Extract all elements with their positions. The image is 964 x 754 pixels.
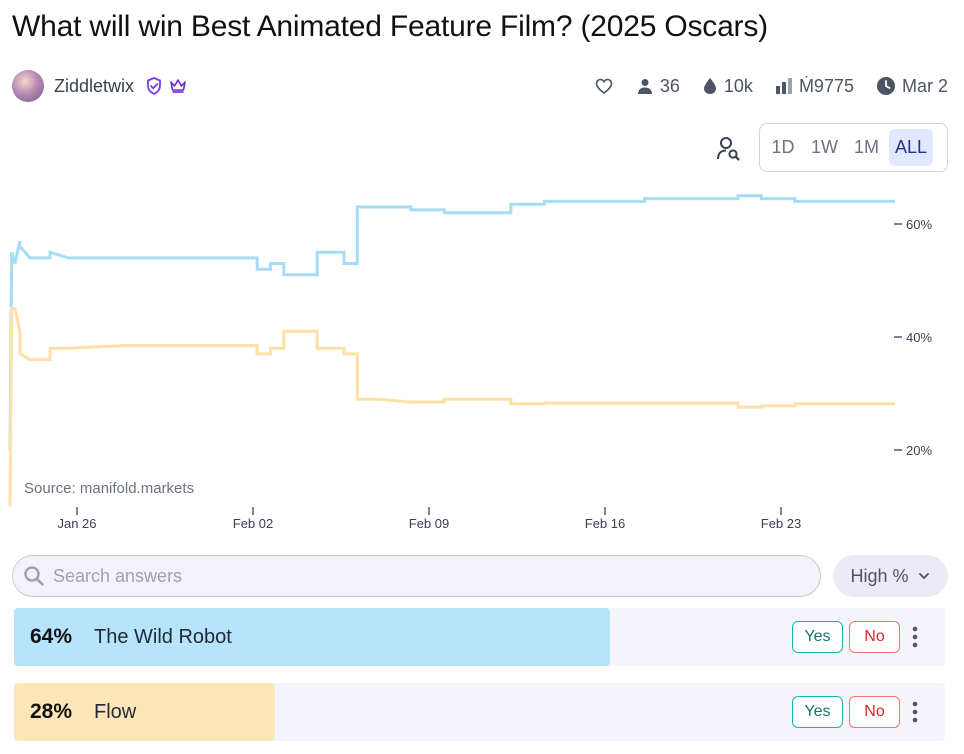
search-placeholder: Search answers [53, 565, 183, 586]
avatar[interactable] [12, 70, 44, 102]
x-tick-label: Feb 16 [585, 516, 625, 531]
search-icon [24, 566, 44, 586]
time-range-selector: 1D 1W 1M ALL [759, 123, 948, 172]
liquidity-stat: Ṁ9775 [775, 76, 854, 97]
range-1d-button[interactable]: 1D [771, 137, 795, 157]
market-stats: 36 10k Ṁ9775 Mar 2 [594, 72, 948, 100]
y-tick-label: 60% [906, 217, 932, 232]
clock-icon [876, 77, 895, 95]
close-date-stat[interactable]: Mar 2 [876, 76, 948, 97]
volume-stat: 10k [702, 76, 753, 97]
answer-name: The Wild Robot [94, 625, 232, 648]
x-tick-label: Feb 23 [761, 516, 801, 531]
answer-probability: 64% [30, 625, 73, 648]
traders-count: 36 [659, 75, 680, 96]
answer-name: Flow [94, 700, 137, 723]
user-icon [637, 79, 652, 94]
crown-icon [168, 76, 188, 96]
bet-no-button[interactable]: No [849, 621, 900, 653]
sort-label: High % [850, 565, 909, 586]
liquidity-value: Ṁ9775 [798, 75, 854, 96]
more-options-icon[interactable] [907, 697, 923, 727]
author-row: Ziddletwix [12, 70, 188, 102]
y-tick-label: 40% [906, 330, 932, 345]
x-tick-label: Feb 02 [233, 516, 273, 531]
range-all-button[interactable]: ALL [889, 129, 934, 166]
x-tick-label: Jan 26 [57, 516, 96, 531]
probability-chart[interactable]: 60% 40% 20% Jan 26 Feb 02 Feb 09 Feb 16 Feb 23 [0, 170, 964, 540]
author-name[interactable]: Ziddletwix [54, 75, 135, 96]
answer-probability: 28% [30, 700, 73, 723]
like-button[interactable] [594, 76, 614, 96]
volume-value: 10k [723, 75, 753, 96]
x-tick-label: Feb 09 [409, 516, 449, 531]
heart-icon [595, 78, 613, 95]
y-tick-label: 20% [906, 443, 932, 458]
user-search-icon[interactable] [714, 134, 744, 164]
answer-probability-bar [14, 608, 610, 666]
verified-shield-icon [144, 76, 164, 96]
chart-source-label: Source: manifold.markets [24, 480, 195, 497]
search-answers-input[interactable]: Search answers [12, 555, 821, 597]
bet-yes-button[interactable]: Yes [792, 696, 843, 728]
bar-chart-icon [775, 78, 792, 94]
answer-row[interactable]: 64% The Wild Robot Yes No [14, 608, 945, 666]
answer-row[interactable]: 28% Flow Yes No [14, 683, 945, 741]
answer-probability-bar [14, 683, 275, 741]
series-line-the-wild-robot [8, 194, 895, 451]
range-1w-button[interactable]: 1W [811, 137, 838, 157]
bet-no-button[interactable]: No [849, 696, 900, 728]
range-1m-button[interactable]: 1M [854, 137, 880, 157]
more-options-icon[interactable] [907, 622, 923, 652]
bet-yes-button[interactable]: Yes [792, 621, 843, 653]
chevron-down-icon [918, 573, 929, 580]
sort-dropdown[interactable]: High % [833, 555, 948, 597]
page-title: What will win Best Animated Feature Film… [12, 10, 768, 43]
close-date: Mar 2 [901, 75, 948, 96]
series-line-flow [8, 307, 895, 507]
droplet-icon [703, 78, 716, 94]
traders-stat: 36 [636, 76, 680, 97]
